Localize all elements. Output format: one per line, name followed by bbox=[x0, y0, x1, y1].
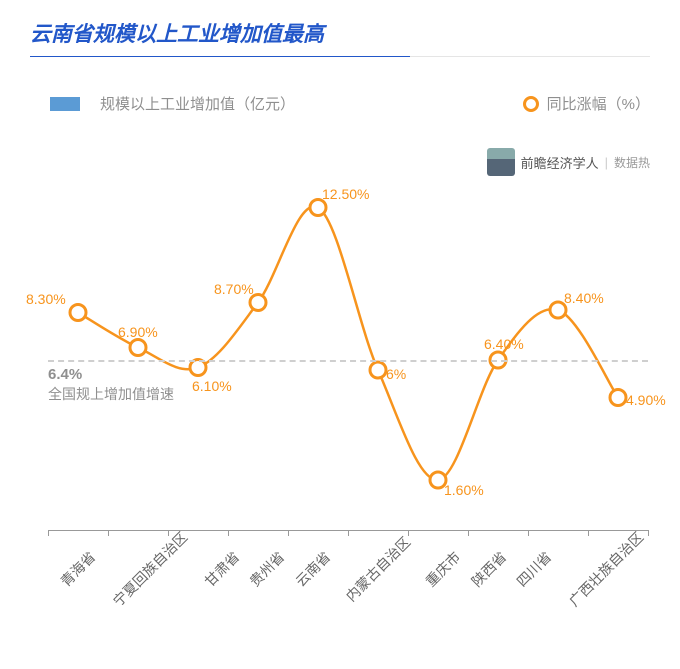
axis-tick bbox=[408, 530, 409, 536]
legend-line: 同比涨幅（%） bbox=[523, 93, 650, 114]
axis-tick bbox=[348, 530, 349, 536]
legend-bar-label: 规模以上工业增加值（亿元） bbox=[100, 93, 295, 114]
point-label: 6.90% bbox=[118, 324, 158, 340]
x-axis-label: 四川省 bbox=[511, 546, 557, 592]
legend-bar-swatch bbox=[50, 97, 80, 111]
point-label: 8.30% bbox=[26, 291, 66, 307]
x-axis-label: 云南省 bbox=[290, 546, 336, 592]
axis-tick bbox=[48, 530, 49, 536]
x-axis-label: 广西壮族自治区 bbox=[564, 527, 647, 610]
baseline-label: 6.4% 全国规上增加值增速 bbox=[48, 364, 174, 405]
point-label: 8.40% bbox=[564, 290, 604, 306]
point-label: 12.50% bbox=[322, 186, 369, 202]
point-label: 8.70% bbox=[214, 281, 254, 297]
x-axis-label: 甘肃省 bbox=[198, 546, 244, 592]
x-axis-label: 青海省 bbox=[55, 546, 101, 592]
legend-line-label: 同比涨幅（%） bbox=[547, 93, 650, 114]
point-label: 6.10% bbox=[192, 378, 232, 394]
point-label: 6.40% bbox=[484, 336, 524, 352]
axis-tick bbox=[168, 530, 169, 536]
chart-area: 8.30%6.90%6.10%8.70%12.50%6%1.60%6.40%8.… bbox=[48, 150, 648, 520]
axis-tick bbox=[228, 530, 229, 536]
legend: 规模以上工业增加值（亿元） 同比涨幅（%） bbox=[0, 63, 680, 124]
x-axis-label: 内蒙古自治区 bbox=[341, 532, 415, 606]
axis-tick bbox=[528, 530, 529, 536]
axis-tick bbox=[648, 530, 649, 536]
x-axis-label: 重庆市 bbox=[420, 546, 466, 592]
legend-circle-swatch bbox=[523, 96, 539, 112]
axis-tick bbox=[288, 530, 289, 536]
x-axis-label: 宁夏回族自治区 bbox=[108, 527, 191, 610]
axis-tick bbox=[108, 530, 109, 536]
point-label: 1.60% bbox=[444, 482, 484, 498]
x-axis-label: 陕西省 bbox=[465, 546, 511, 592]
title-underline bbox=[30, 56, 650, 57]
baseline-value: 6.4% bbox=[48, 364, 174, 385]
baseline-caption: 全国规上增加值增速 bbox=[48, 385, 174, 405]
x-axis-labels: 青海省宁夏回族自治区甘肃省贵州省云南省内蒙古自治区重庆市陕西省四川省广西壮族自治… bbox=[48, 534, 648, 582]
baseline-rule bbox=[48, 360, 648, 362]
point-label: 6% bbox=[386, 366, 406, 382]
chart-title: 云南省规模以上工业增加值最高 bbox=[30, 18, 650, 48]
x-axis-label: 贵州省 bbox=[244, 546, 290, 592]
axis-tick bbox=[468, 530, 469, 536]
point-label: 4.90% bbox=[626, 392, 666, 408]
axis-tick bbox=[588, 530, 589, 536]
